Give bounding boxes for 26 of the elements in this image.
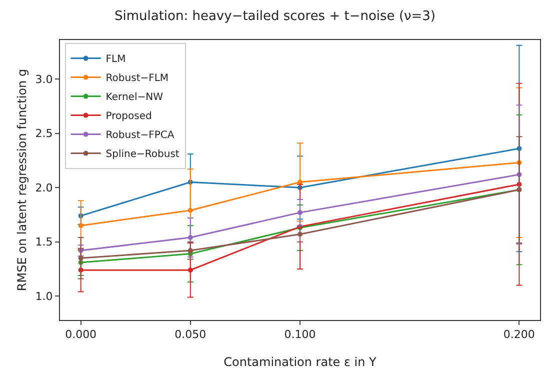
y-tick-label: 1.5 — [35, 236, 53, 249]
point — [78, 223, 84, 228]
x-tick-label: 0.200 — [503, 328, 535, 342]
legend-label: Spline−Robust — [106, 149, 180, 160]
y-axis-title: RMSE on latent regression function g — [15, 68, 29, 292]
y-tick-label: 1.0 — [35, 290, 53, 303]
point — [188, 208, 193, 213]
legend-label: Robust−FLM — [106, 73, 169, 84]
legend-label: Robust−FPCA — [106, 130, 174, 142]
legend-label: Proposed — [106, 111, 152, 122]
y-tick-label: 2.5 — [35, 127, 53, 140]
x-tick-label: 0.100 — [284, 328, 316, 342]
point — [298, 210, 302, 216]
point — [188, 235, 193, 240]
y-tick-label: 2.0 — [35, 181, 53, 194]
x-tick-label: 0.050 — [174, 328, 206, 342]
legend-label: Kernel−NW — [106, 92, 164, 104]
point — [188, 268, 193, 273]
x-tick-label: 0.000 — [65, 328, 97, 342]
point — [298, 232, 302, 237]
y-tick-label: 3.0 — [35, 72, 53, 86]
chart-title: Simulation: heavy−tailed scores + t−noise (ν=3) — [114, 9, 436, 24]
point — [78, 256, 84, 261]
point — [188, 248, 193, 254]
legend-label: FLM — [106, 54, 126, 66]
x-axis-title: Contamination rate ε in Y — [224, 355, 378, 369]
